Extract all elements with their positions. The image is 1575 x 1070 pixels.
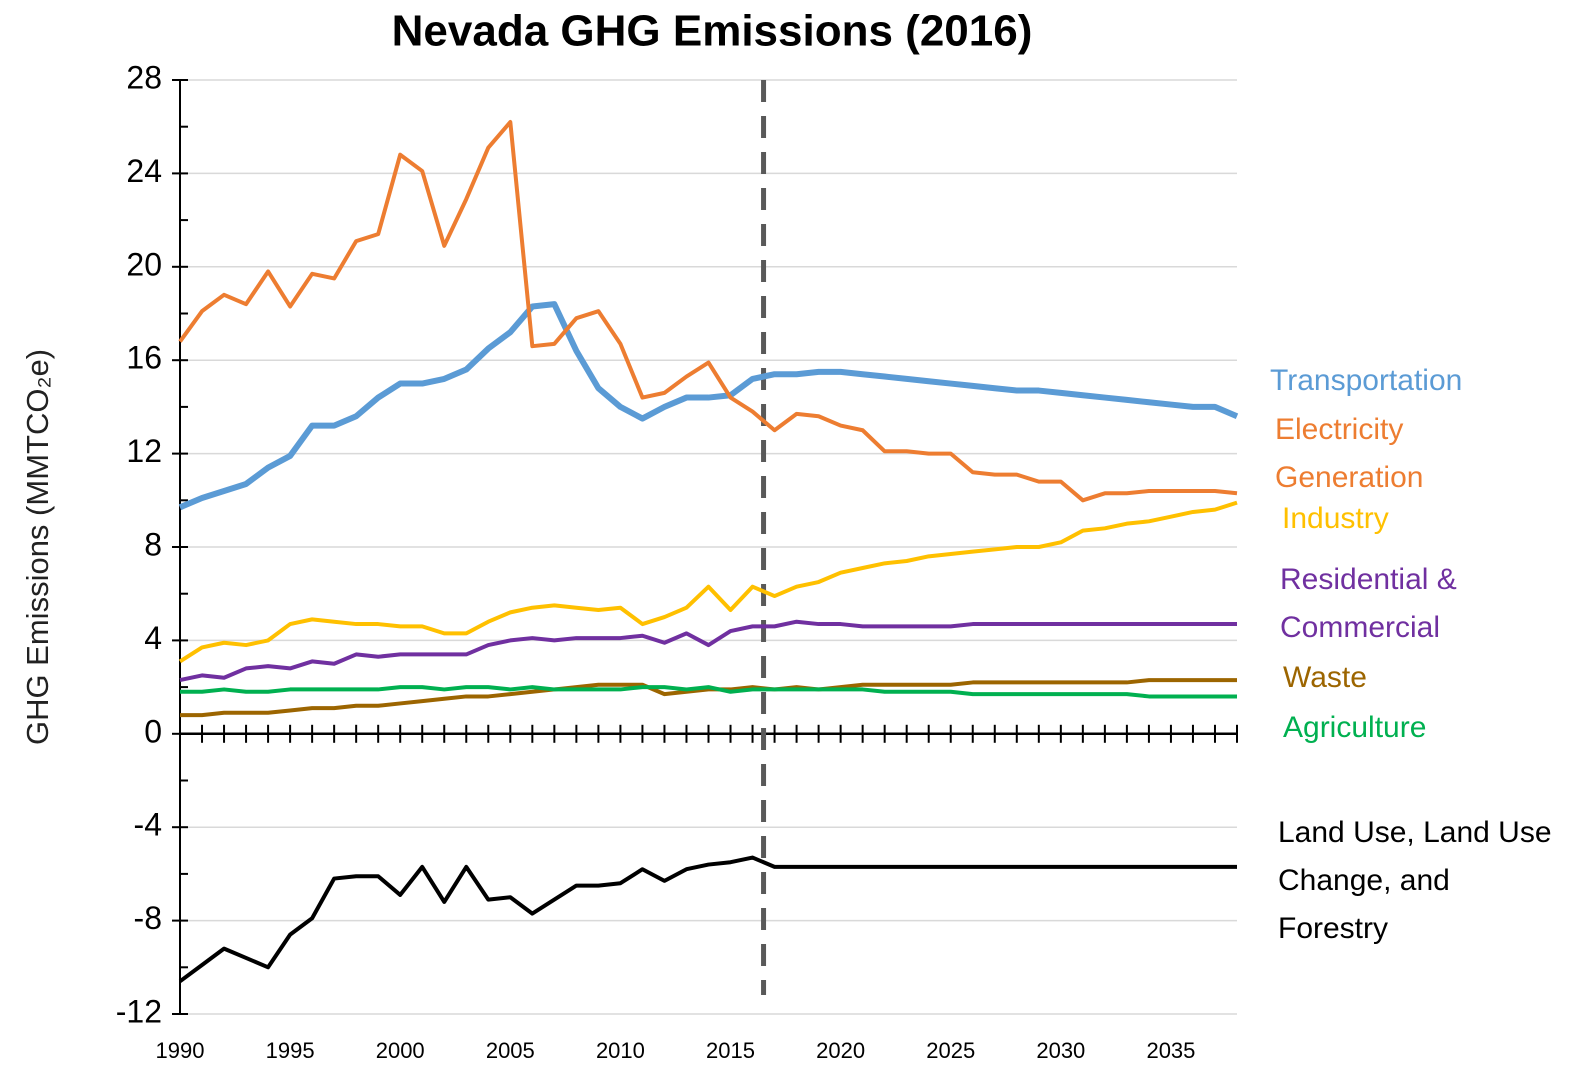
y-tick-label: -8 (134, 900, 162, 936)
x-tick-label: 2010 (596, 1038, 645, 1063)
y-axis-label: GHG Emissions (MMTCO₂e) (20, 349, 55, 745)
series-line (179, 619, 1237, 683)
series-line (178, 855, 1237, 983)
y-tick-label: 12 (126, 433, 162, 469)
x-tick-label: 2005 (486, 1038, 535, 1063)
series-line (180, 678, 1237, 718)
y-tick-label: 0 (144, 713, 162, 749)
series-line (178, 301, 1239, 511)
series-label: Transportation (1270, 364, 1463, 397)
x-tick-label: 2030 (1036, 1038, 1085, 1063)
y-tick-label: -12 (116, 993, 162, 1029)
series-line (178, 120, 1238, 503)
series-label: Agriculture (1283, 711, 1427, 744)
x-tick-label: 2000 (376, 1038, 425, 1063)
series-label: Residential & Commercial (1280, 563, 1457, 644)
y-tick-label: -4 (134, 807, 162, 843)
x-tick-label: 2035 (1146, 1038, 1195, 1063)
x-tick-label: 2020 (816, 1038, 865, 1063)
y-tick-label: 4 (144, 620, 162, 656)
y-tick-label: 28 (126, 59, 162, 95)
x-tick-label: 2025 (926, 1038, 975, 1063)
series-line (180, 685, 1237, 699)
y-tick-label: 20 (126, 246, 162, 282)
chart-title: Nevada GHG Emissions (2016) (392, 7, 1033, 56)
series-label: Land Use, Land Use Change, and Forestry (1278, 816, 1552, 945)
x-tick-label: 2015 (706, 1038, 755, 1063)
series-label: Industry (1282, 502, 1389, 535)
series-label: Waste (1283, 661, 1367, 694)
x-tick-label: 1990 (156, 1038, 205, 1063)
series-label: Electricity Generation (1275, 413, 1424, 494)
y-tick-label: 16 (126, 340, 162, 376)
series-line (178, 500, 1238, 664)
x-tick-label: 1995 (266, 1038, 315, 1063)
y-tick-label: 8 (144, 526, 162, 562)
y-tick-label: 24 (126, 153, 162, 189)
